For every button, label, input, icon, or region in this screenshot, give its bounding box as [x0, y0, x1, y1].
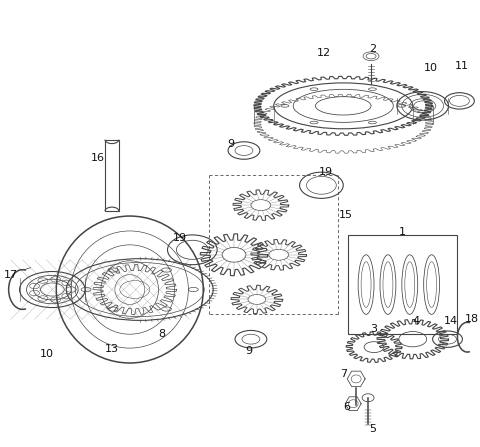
Text: 3: 3	[371, 324, 378, 334]
Text: 6: 6	[344, 402, 351, 412]
Text: 10: 10	[39, 349, 53, 359]
Text: 4: 4	[412, 316, 420, 326]
Text: 14: 14	[444, 316, 457, 326]
Bar	[105, 139, 119, 211]
Text: 8: 8	[158, 329, 165, 339]
Bar	[348, 235, 457, 334]
Text: 12: 12	[316, 48, 330, 58]
Text: 13: 13	[105, 344, 119, 354]
Text: 16: 16	[91, 153, 105, 164]
Text: 11: 11	[455, 61, 468, 71]
Text: 19: 19	[172, 233, 187, 243]
Text: 9: 9	[245, 346, 252, 356]
Text: 7: 7	[340, 369, 347, 379]
Text: 17: 17	[3, 270, 18, 280]
Text: 15: 15	[339, 210, 353, 220]
Text: 19: 19	[319, 167, 334, 177]
Text: 1: 1	[399, 227, 407, 237]
Text: 2: 2	[370, 44, 377, 54]
Text: 10: 10	[424, 63, 438, 73]
Text: 18: 18	[465, 314, 480, 325]
Text: 5: 5	[370, 424, 376, 434]
Text: 9: 9	[228, 139, 235, 148]
